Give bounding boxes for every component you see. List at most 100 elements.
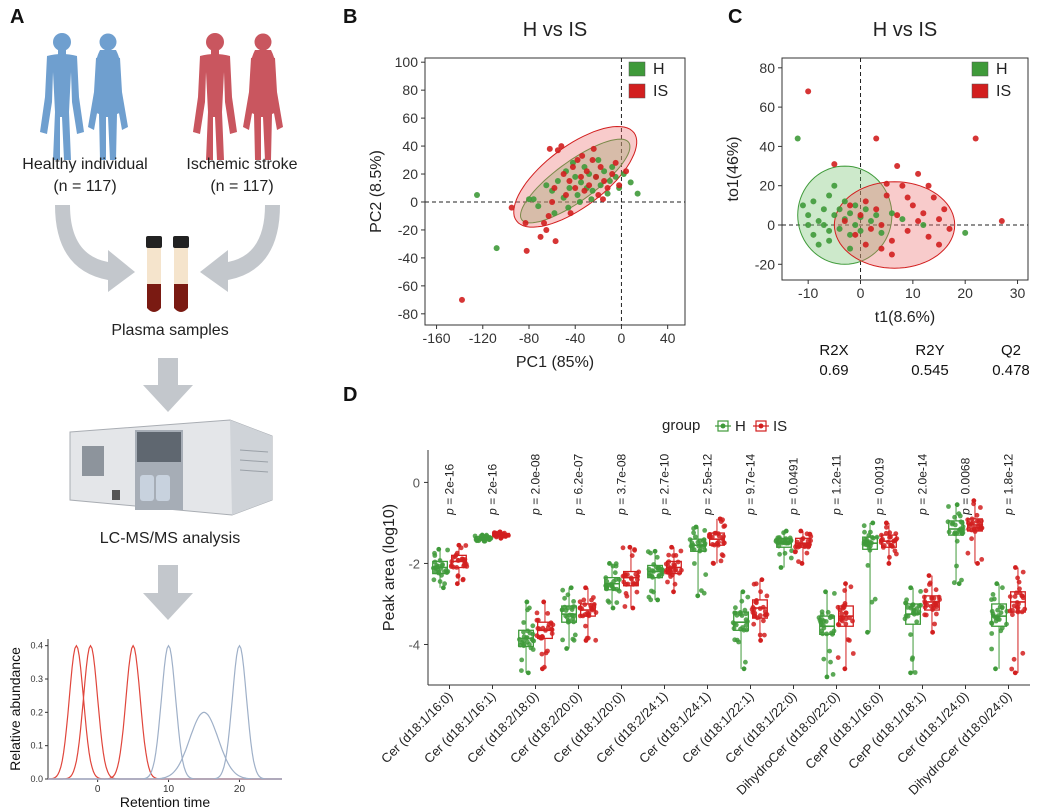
jitter-point bbox=[978, 505, 983, 510]
curved-arrow-right-icon bbox=[200, 205, 280, 292]
legend-label-is: IS bbox=[773, 418, 787, 435]
point-h bbox=[569, 159, 576, 166]
p-value-label: p = 1.2e-11 bbox=[830, 454, 844, 515]
jitter-point bbox=[565, 605, 571, 611]
p-value-label: p = 1.8e-12 bbox=[1002, 453, 1016, 515]
box-is bbox=[577, 585, 599, 643]
box-is bbox=[922, 573, 942, 635]
point-is bbox=[909, 202, 916, 209]
jitter-point bbox=[519, 668, 524, 673]
legend-label-is: IS bbox=[996, 83, 1011, 100]
jitter-point bbox=[702, 528, 708, 533]
point-h bbox=[794, 135, 801, 142]
point-h bbox=[554, 178, 561, 185]
jitter-point bbox=[1020, 650, 1026, 656]
jitter-point bbox=[463, 543, 469, 548]
jitter-point bbox=[995, 607, 1000, 613]
point-is bbox=[554, 147, 561, 154]
y-tick-label: 40 bbox=[759, 138, 775, 154]
x-tick-label: 0 bbox=[618, 330, 626, 346]
jitter-point bbox=[993, 666, 998, 672]
jitter-point bbox=[655, 597, 661, 603]
point-is bbox=[878, 221, 885, 228]
point-is bbox=[567, 210, 574, 217]
point-is bbox=[925, 233, 932, 240]
point-h bbox=[820, 206, 827, 213]
jitter-point bbox=[527, 642, 532, 647]
jitter-point bbox=[521, 643, 527, 649]
jitter-point bbox=[545, 611, 551, 616]
panel-label-b: B bbox=[343, 6, 358, 28]
point-is bbox=[546, 145, 553, 152]
x-axis-label: Retention time bbox=[120, 794, 210, 810]
jitter-point bbox=[743, 622, 749, 628]
jitter-point bbox=[570, 636, 576, 642]
jitter-point bbox=[656, 573, 662, 578]
jitter-point bbox=[622, 604, 628, 609]
x-tick-label: 20 bbox=[234, 784, 246, 795]
y-tick-label: 0.1 bbox=[30, 741, 43, 751]
jitter-point bbox=[927, 582, 932, 587]
p-value-label: p = 2e-16 bbox=[486, 463, 500, 515]
point-is bbox=[862, 241, 869, 248]
jitter-point bbox=[534, 610, 540, 616]
legend-dot-h bbox=[720, 423, 726, 429]
point-is bbox=[574, 157, 581, 164]
jitter-point bbox=[870, 520, 876, 526]
jitter-point bbox=[848, 584, 854, 590]
curved-arrow-left-icon bbox=[55, 205, 135, 292]
jitter-point bbox=[956, 581, 962, 587]
point-h bbox=[609, 164, 616, 171]
jitter-point bbox=[560, 637, 565, 643]
point-is bbox=[549, 198, 556, 205]
x-tick-label: 0 bbox=[857, 285, 865, 301]
point-h bbox=[810, 231, 817, 238]
box-h bbox=[945, 502, 966, 587]
jitter-point bbox=[632, 547, 637, 553]
jitter-point bbox=[721, 524, 727, 529]
y-axis-label: to1(46%) bbox=[725, 137, 742, 202]
point-h bbox=[526, 196, 532, 203]
x-tick-label: 40 bbox=[660, 330, 676, 346]
jitter-point bbox=[572, 632, 578, 638]
jitter-point bbox=[634, 589, 640, 595]
jitter-point bbox=[530, 623, 536, 629]
jitter-point bbox=[672, 563, 678, 568]
box-is bbox=[965, 498, 985, 566]
legend-swatch-is bbox=[628, 83, 646, 99]
jitter-point bbox=[843, 610, 849, 616]
panel-label-c: C bbox=[728, 6, 743, 28]
jitter-point bbox=[630, 580, 636, 586]
jitter-point bbox=[798, 528, 804, 534]
point-is bbox=[831, 161, 838, 168]
jitter-point bbox=[455, 574, 461, 579]
y-tick-label: -40 bbox=[398, 250, 418, 266]
point-h bbox=[888, 210, 895, 217]
point-h bbox=[535, 203, 542, 210]
jitter-point bbox=[993, 618, 999, 624]
jitter-point bbox=[627, 544, 633, 550]
point-is bbox=[805, 88, 812, 95]
y-tick-label: 20 bbox=[759, 178, 775, 194]
point-h bbox=[815, 241, 822, 248]
jitter-point bbox=[524, 599, 530, 605]
jitter-point bbox=[614, 600, 620, 605]
x-tick-label: -120 bbox=[469, 330, 497, 346]
point-is bbox=[604, 185, 611, 192]
point-is bbox=[894, 163, 901, 170]
box-rect bbox=[622, 570, 639, 587]
jitter-point bbox=[835, 655, 841, 660]
jitter-point bbox=[828, 659, 833, 665]
chart-title: H vs IS bbox=[873, 19, 937, 41]
point-is bbox=[609, 171, 616, 178]
jitter-point bbox=[946, 504, 951, 509]
jitter-point bbox=[922, 612, 928, 618]
jitter-point bbox=[610, 605, 616, 611]
jitter-point bbox=[652, 548, 658, 554]
panel-label-a: A bbox=[10, 6, 25, 28]
point-is bbox=[589, 157, 596, 164]
jitter-point bbox=[678, 548, 684, 554]
point-h bbox=[572, 173, 579, 180]
jitter-point bbox=[716, 539, 721, 545]
jitter-point bbox=[954, 502, 960, 508]
